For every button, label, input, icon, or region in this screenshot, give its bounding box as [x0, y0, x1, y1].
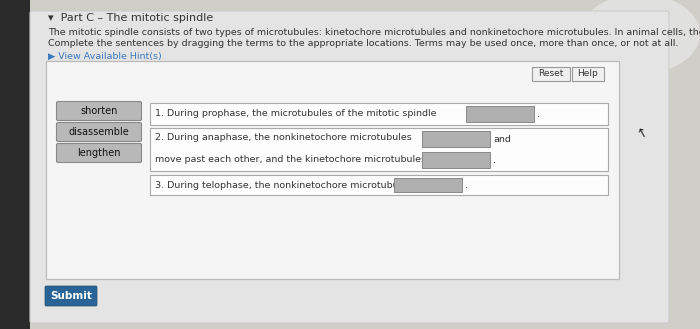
FancyBboxPatch shape	[57, 102, 141, 120]
Text: .: .	[465, 180, 468, 190]
FancyBboxPatch shape	[46, 61, 619, 279]
Text: Complete the sentences by dragging the terms to the appropriate locations. Terms: Complete the sentences by dragging the t…	[48, 39, 678, 48]
Polygon shape	[30, 0, 700, 329]
FancyBboxPatch shape	[422, 131, 490, 147]
FancyBboxPatch shape	[466, 106, 534, 122]
FancyBboxPatch shape	[150, 103, 608, 125]
Text: 3. During telophase, the nonkinetochore microtubules: 3. During telophase, the nonkinetochore …	[155, 181, 412, 190]
FancyBboxPatch shape	[422, 152, 490, 168]
Text: The mitotic spindle consists of two types of microtubules: kinetochore microtubu: The mitotic spindle consists of two type…	[48, 28, 700, 37]
FancyBboxPatch shape	[150, 128, 608, 171]
FancyBboxPatch shape	[532, 67, 570, 81]
Polygon shape	[0, 0, 30, 329]
Text: Reset: Reset	[538, 69, 564, 79]
Text: ▾  Part C – The mitotic spindle: ▾ Part C – The mitotic spindle	[48, 13, 214, 23]
FancyBboxPatch shape	[30, 11, 669, 323]
FancyBboxPatch shape	[57, 122, 141, 141]
Text: ▶ View Available Hint(s): ▶ View Available Hint(s)	[48, 52, 162, 61]
Ellipse shape	[580, 0, 700, 74]
FancyBboxPatch shape	[57, 143, 141, 163]
Text: 2. During anaphase, the nonkinetochore microtubules: 2. During anaphase, the nonkinetochore m…	[155, 134, 412, 142]
Text: .: .	[493, 155, 496, 165]
Text: ↖: ↖	[634, 126, 648, 142]
Text: Submit: Submit	[50, 291, 92, 301]
Text: and: and	[493, 135, 511, 143]
FancyBboxPatch shape	[394, 178, 462, 192]
FancyBboxPatch shape	[150, 175, 608, 195]
Text: .: .	[537, 109, 540, 119]
Text: Help: Help	[578, 69, 598, 79]
FancyBboxPatch shape	[45, 286, 97, 306]
Text: move past each other, and the kinetochore microtubules: move past each other, and the kinetochor…	[155, 155, 426, 164]
Text: shorten: shorten	[80, 106, 118, 116]
Text: 1. During prophase, the microtubules of the mitotic spindle: 1. During prophase, the microtubules of …	[155, 110, 437, 118]
FancyBboxPatch shape	[572, 67, 604, 81]
Text: lengthen: lengthen	[77, 148, 120, 158]
Text: disassemble: disassemble	[69, 127, 130, 137]
